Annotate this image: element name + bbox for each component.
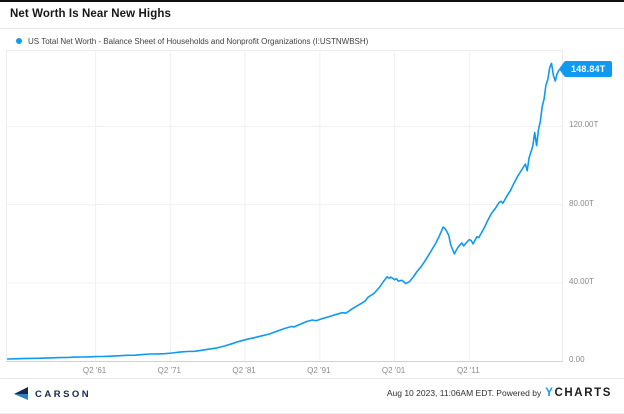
legend-series-label: US Total Net Worth - Balance Sheet of Ho… [28, 36, 369, 46]
net-worth-line-chart [7, 51, 562, 361]
timestamp-text: Aug 10 2023, 11:06AM EDT. Powered by [386, 388, 542, 398]
carson-logo: CARSON [14, 387, 91, 401]
chart-title: Net Worth Is Near New Highs [10, 8, 171, 20]
y-axis-tick-label: 40.00T [569, 276, 594, 286]
footer-attribution: Aug 10 2023, 11:06AM EDT. Powered by YCH… [387, 387, 612, 399]
plot-area [6, 50, 563, 362]
x-axis-tick-label: Q2 '71 [157, 366, 181, 375]
y-axis-tick-label: 80.00T [569, 198, 594, 208]
x-axis-tick-label: Q2 '91 [307, 366, 331, 375]
badge-callout-arrow-icon [559, 62, 564, 77]
title-divider [0, 28, 624, 29]
ycharts-y-glyph: Y [545, 387, 555, 399]
y-axis-tick-label: 0.00 [569, 355, 585, 364]
ycharts-logo: YCHARTS [545, 387, 612, 399]
carson-arrow-icon [14, 387, 28, 400]
y-axis-tick-label: 120.00T [569, 120, 599, 130]
footer-divider [0, 378, 624, 379]
last-value-text: 148.84T [571, 64, 606, 75]
ycharts-wordmark: CHARTS [554, 387, 612, 399]
x-axis-tick-label: Q2 '81 [232, 366, 256, 375]
x-axis-tick-label: Q2 '01 [381, 366, 406, 375]
carson-wordmark: CARSON [35, 388, 92, 400]
top-border-rule [0, 0, 624, 2]
x-axis-tick-label: Q2 '11 [456, 366, 480, 375]
last-value-badge: 148.84T [559, 61, 613, 78]
x-axis-tick-label: Q2 '61 [82, 366, 107, 375]
net-worth-series-line [7, 62, 560, 360]
legend-series-dot-icon [16, 38, 22, 44]
legend: US Total Net Worth - Balance Sheet of Ho… [16, 35, 368, 47]
